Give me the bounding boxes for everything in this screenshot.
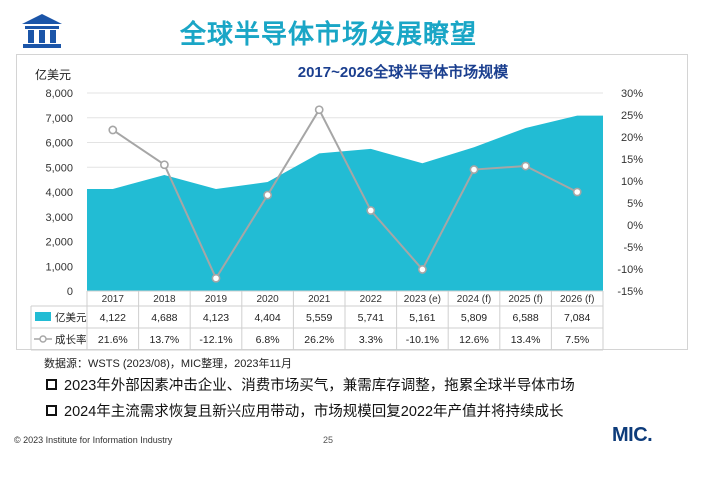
data-label-growth: 26.2%	[304, 334, 334, 346]
x-tick-label: 2020	[256, 294, 279, 305]
growth-rate-line	[112, 107, 578, 281]
data-label-growth: 21.6%	[98, 334, 128, 346]
data-label-value: 5,809	[461, 312, 487, 324]
data-label-growth: 6.8%	[256, 334, 280, 346]
data-source-note: 数据源：WSTS (2023/08)，MIC整理，2023年11月	[44, 358, 292, 370]
institution-pillars-icon	[22, 14, 62, 48]
checkbox-square-icon	[46, 379, 57, 390]
data-label-value: 4,123	[203, 312, 229, 324]
growth-rate-point	[366, 206, 376, 215]
y-tick-label: 2,000	[45, 237, 73, 249]
legend-label-line: 成长率	[55, 333, 87, 346]
y-tick-label: 3,000	[45, 212, 73, 224]
bullet-point-2: 2024年主流需求恢复且新兴应用带动，市场规模回复2022年产值并将持续成长	[46, 400, 564, 421]
legend-swatch-point	[39, 335, 47, 343]
growth-rate-point	[159, 160, 169, 170]
data-label-value: 4,688	[151, 312, 177, 324]
growth-rate-point	[108, 125, 118, 135]
y2-tick-label: 25%	[621, 110, 643, 122]
data-label-growth: 3.3%	[359, 334, 383, 346]
x-tick-label: 2023 (e)	[404, 294, 441, 305]
bullet-text-2: 2024年主流需求恢复且新兴应用带动，市场规模回复2022年产值并将持续成长	[64, 404, 564, 420]
bullet-text-1: 2023年外部因素冲击企业、消费市场买气，兼需库存调整，拖累全球半导体市场	[64, 378, 575, 394]
data-label-growth: 12.6%	[459, 334, 489, 346]
y-tick-label: 4,000	[45, 187, 73, 199]
x-tick-label: 2021	[308, 294, 331, 305]
y2-tick-label: -15%	[617, 286, 643, 298]
y-axis-unit-label: 亿美元	[35, 67, 71, 82]
y2-tick-label: 20%	[621, 132, 643, 144]
data-label-value: 4,122	[100, 312, 126, 324]
x-tick-label: 2022	[360, 294, 383, 305]
growth-rate-point	[572, 187, 582, 197]
x-tick-label: 2026 (f)	[560, 294, 594, 305]
data-label-value: 5,559	[306, 312, 332, 324]
data-label-growth: 13.7%	[150, 334, 180, 346]
chart-panel: 2017~2026全球半导体市场规模 亿美元 0 1,000 2,000 3,000 4,0…	[16, 54, 688, 351]
brand-logo: MIC.	[612, 424, 653, 446]
y-tick-label: 6,000	[45, 138, 73, 150]
growth-rate-point	[521, 161, 530, 171]
y-tick-label: 5,000	[45, 162, 73, 174]
footer-copyright: © 2023 Institute for Information Industr…	[14, 435, 173, 445]
market-size-area	[87, 115, 603, 291]
data-label-growth: 13.4%	[511, 334, 541, 346]
growth-rate-point	[263, 190, 272, 200]
data-label-growth: -10.1%	[406, 334, 439, 346]
checkbox-square-icon	[46, 405, 57, 416]
chart-title: 2017~2026全球半导体市场规模	[298, 63, 509, 81]
data-label-value: 7,084	[564, 312, 590, 324]
x-tick-label: 2024 (f)	[457, 294, 491, 305]
y2-tick-label: -5%	[623, 242, 643, 254]
bullet-point-1: 2023年外部因素冲击企业、消费市场买气，兼需库存调整，拖累全球半导体市场	[46, 374, 575, 395]
data-label-value: 6,588	[512, 312, 538, 324]
growth-rate-point	[314, 105, 324, 115]
y2-tick-label: 10%	[621, 176, 643, 188]
data-label-value: 5,161	[409, 312, 435, 324]
growth-rate-point	[211, 273, 221, 283]
y2-tick-label: 5%	[627, 198, 643, 210]
legend-swatch-area	[35, 312, 51, 321]
y2-tick-label: 30%	[621, 88, 643, 100]
y-tick-label: 7,000	[45, 113, 73, 125]
y-tick-label: 1,000	[45, 261, 73, 273]
x-tick-label: 2019	[205, 294, 228, 305]
data-label-growth: 7.5%	[565, 334, 589, 346]
y2-tick-label: 0%	[627, 220, 643, 232]
x-tick-label: 2017	[102, 294, 125, 305]
x-tick-label: 2025 (f)	[508, 294, 542, 305]
legend-label-area: 亿美元	[55, 311, 87, 324]
page-number: 25	[323, 435, 334, 445]
y-tick-label: 8,000	[45, 88, 73, 100]
data-label-growth: -12.1%	[199, 334, 232, 346]
y-tick-label: 0	[67, 286, 73, 298]
y2-tick-label: -10%	[617, 264, 643, 276]
data-label-value: 4,404	[254, 312, 280, 324]
data-label-value: 5,741	[358, 312, 384, 324]
y2-tick-label: 15%	[621, 154, 643, 166]
x-tick-label: 2018	[153, 294, 176, 305]
market-size-chart: 2017~2026全球半导体市场规模亿美元01,0002,0003,0004,0…	[30, 63, 643, 351]
growth-rate-point	[417, 265, 427, 274]
page-title: 全球半导体市场发展瞭望	[180, 19, 478, 49]
growth-rate-point	[469, 165, 479, 174]
